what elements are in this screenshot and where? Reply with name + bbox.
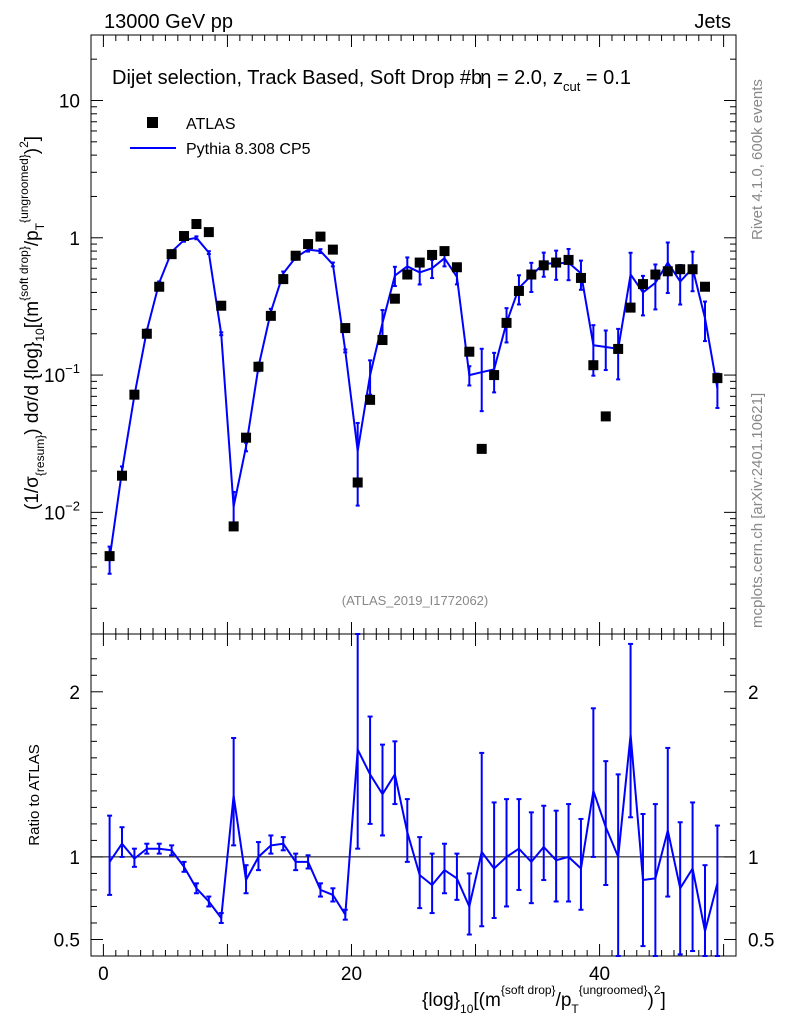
data-point [551,257,562,268]
data-point [625,302,636,313]
ratio-panel: 0.5 0.51 12 20 20 40 Ratio to ATLAS {log}10[(… [26,633,774,1016]
data-point [365,394,376,405]
ratio-ylabel: Ratio to ATLAS [26,744,43,845]
data-point [203,227,214,238]
analysis-id: (ATLAS_2019_I1772062) [342,593,488,608]
data-point [588,360,599,371]
main-ytick-label-base: 10 [44,503,65,524]
data-point [675,264,686,275]
ratio-ytick-label-left: 2 [69,683,80,704]
data-point [637,279,648,290]
main-series [104,219,723,575]
data-point [687,264,698,275]
ratio-ytick-label-right: 2 [748,683,759,704]
data-point [154,281,165,292]
data-point [439,246,450,257]
site-annotation: mcplots.cern.ch [arXiv:2401.10621] [749,393,766,628]
data-point [191,219,202,230]
ratio-axis-ticks: 0.5 0.51 12 20 20 40 [54,634,774,985]
ratio-xtick-label: 0 [98,964,109,985]
data-point [427,249,438,260]
legend: ATLAS Pythia 8.308 CP5 [130,116,311,158]
data-point [278,274,289,285]
data-point [303,239,314,250]
data-point [129,389,140,400]
ratio-plot-frame [90,633,737,957]
data-point [613,343,624,354]
data-point [104,551,115,562]
plot-title-main: Dijet selection, Track Based, Soft Drop … [112,67,482,89]
data-point [414,257,425,268]
ratio-xlabel: {log}10[(m{soft drop}/pT{ungroomed})2] [422,983,666,1016]
data-point [650,269,661,280]
ratio-series [107,633,720,957]
data-point [265,310,276,321]
ratio-line [108,734,719,932]
data-point [538,260,549,271]
data-point [563,254,574,265]
legend-data-label: ATLAS [186,116,236,133]
data-point [340,323,351,334]
main-ytick-label: 10 [59,92,80,113]
ratio-ytick-label-right: 1 [748,848,759,869]
data-point [476,443,487,454]
main-ytick-label-exp: −1 [65,361,80,376]
ratio-xtick-label: 20 [341,964,362,985]
data-point [501,317,512,328]
data-point [699,281,710,292]
data-point [377,335,388,346]
legend-mc-label: Pythia 8.308 CP5 [186,141,311,158]
data-point [327,244,338,255]
plot-title-sub: cut [563,79,581,94]
main-ytick-label: 1 [69,229,80,250]
legend-data-marker [147,117,158,128]
data-point [464,346,475,357]
data-point [241,432,252,443]
data-point [513,285,524,296]
ratio-xtick-label: 40 [589,964,610,985]
plot-title-end: = 0.1 [580,67,631,89]
data-point [402,269,413,280]
main-ytick-label: 10−2 [44,498,80,524]
data-point [141,328,152,339]
main-ytick-label-exp: −2 [65,498,80,513]
ratio-ytick-label-right: 0.5 [748,930,774,951]
rivet-annotation: Rivet 4.1.0, 600k events [749,79,766,240]
data-point [253,361,264,372]
data-point [451,262,462,273]
plot-title-suffix: η = 2.0, z [480,67,563,89]
data-point [575,272,586,283]
data-point [315,231,326,242]
data-point [290,250,301,261]
data-point [352,477,363,488]
main-ylabel: (1/σ{resum}) dσ/d {log}10[(m{soft drop}/… [17,136,47,510]
data-point [179,231,190,242]
ratio-ytick-label-left: 0.5 [54,930,80,951]
data-point [216,300,227,311]
data-point [600,411,611,422]
data-point [228,521,239,532]
data-point [166,249,177,260]
mc-line [108,236,719,559]
data-point [662,266,673,277]
header-right: Jets [694,11,731,33]
data-point [489,370,500,381]
data-point [117,470,128,481]
ratio-ytick-label-left: 1 [69,848,80,869]
plot-title: Dijet selection, Track Based, Soft Drop … [112,67,631,94]
data-point [526,269,537,280]
data-point [389,293,400,304]
main-ytick-label: 10−1 [44,361,80,387]
header-left: 13000 GeV pp [104,11,233,33]
data-point [712,373,723,384]
main-ytick-label-base: 10 [44,366,65,387]
